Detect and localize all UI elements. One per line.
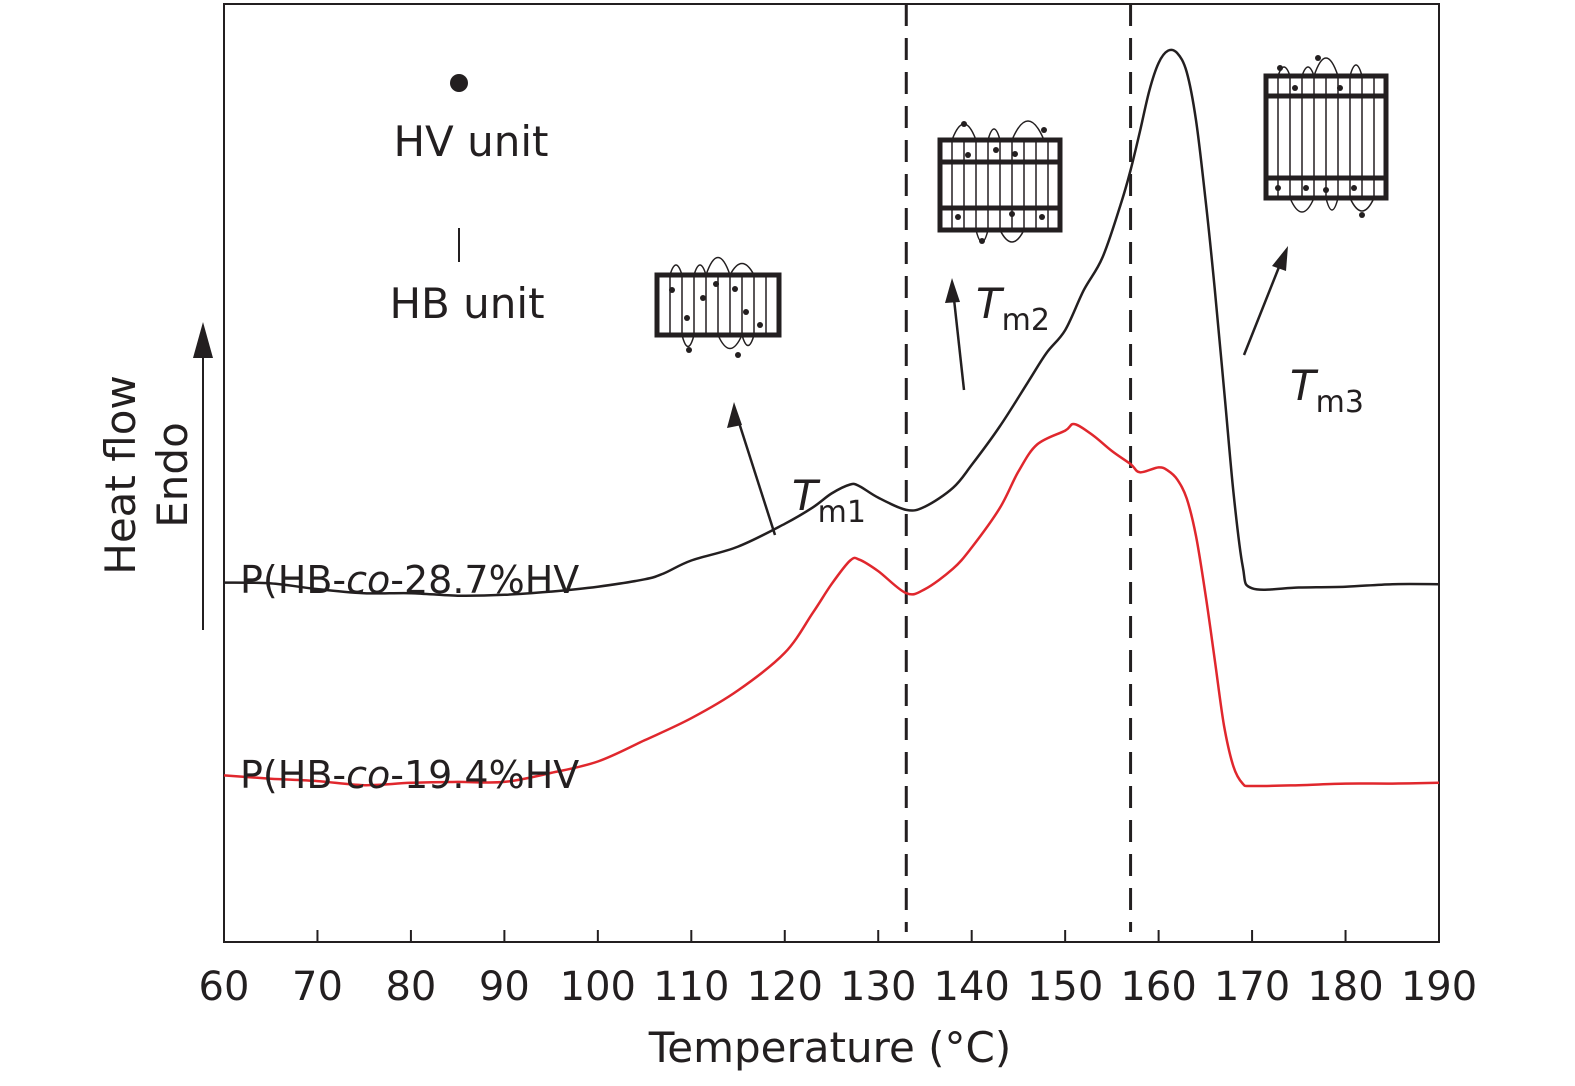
series-label-19-4: P(HB-co-19.4%HV bbox=[240, 753, 579, 797]
x-tick-label: 110 bbox=[653, 964, 729, 1010]
tm2-label: Tm2 bbox=[976, 279, 1050, 338]
x-tick-label: 130 bbox=[840, 964, 916, 1010]
hv-unit-dot-icon bbox=[450, 74, 468, 92]
series-label-28-7: P(HB-co-28.7%HV bbox=[240, 558, 579, 602]
series-label-19-4-italic: co bbox=[346, 753, 390, 797]
x-tick-label: 190 bbox=[1401, 964, 1477, 1010]
x-tick-label: 60 bbox=[199, 964, 250, 1010]
tm2-label-main: T bbox=[976, 279, 1005, 328]
crystal-schematic-1-icon bbox=[654, 256, 782, 358]
crystal-schematic-3-icon bbox=[1263, 55, 1389, 218]
y-axis-title-line1: Heat flow bbox=[96, 375, 145, 574]
tm1-arrow-icon bbox=[732, 406, 777, 536]
curve-19-4-hv bbox=[223, 422, 1440, 788]
series-label-19-4-prefix: P(HB- bbox=[240, 753, 346, 797]
series-label-28-7-suffix: -28.7%HV bbox=[390, 558, 579, 602]
curve-28-7-hv bbox=[223, 48, 1440, 597]
series-label-28-7-italic: co bbox=[346, 558, 390, 602]
x-tick-label: 120 bbox=[747, 964, 823, 1010]
tm3-arrowhead-icon bbox=[1272, 246, 1288, 271]
x-tick-label: 100 bbox=[560, 964, 636, 1010]
x-tick-label: 90 bbox=[479, 964, 530, 1010]
x-tick-label: 170 bbox=[1214, 964, 1290, 1010]
tm3-label-main: T bbox=[1290, 361, 1319, 410]
x-tick-label: 150 bbox=[1027, 964, 1103, 1010]
x-tick-label: 140 bbox=[934, 964, 1010, 1010]
tm1-arrowhead-icon bbox=[727, 402, 742, 428]
x-tick-label: 180 bbox=[1307, 964, 1383, 1010]
y-axis-arrow bbox=[193, 322, 213, 630]
tm1-label-main: T bbox=[792, 471, 821, 520]
tm1-label: Tm1 bbox=[792, 471, 866, 530]
crystal-schematic-2-icon bbox=[937, 120, 1063, 244]
tm3-label: Tm3 bbox=[1290, 361, 1364, 420]
y-axis-title: Heat flow Endo bbox=[96, 375, 197, 574]
tm3-arrow-icon bbox=[1242, 256, 1285, 356]
tm1-label-sub: m1 bbox=[818, 495, 866, 530]
dashed-vertical-lines bbox=[904, 4, 1133, 932]
x-axis-ticks: 60 70 80 90 100 110 120 130 140 150 160 170 180 190 bbox=[199, 930, 1477, 1010]
x-tick-label: 160 bbox=[1120, 964, 1196, 1010]
tm2-arrowhead-icon bbox=[945, 278, 960, 303]
tm2-label-sub: m2 bbox=[1002, 303, 1050, 338]
tm2-arrow-icon bbox=[951, 289, 966, 391]
y-axis-title-line2: Endo bbox=[148, 422, 197, 528]
hb-unit-label: HB unit bbox=[389, 279, 544, 328]
x-tick-label: 80 bbox=[385, 964, 436, 1010]
series-label-19-4-suffix: -19.4%HV bbox=[390, 753, 579, 797]
tm3-label-sub: m3 bbox=[1316, 385, 1364, 420]
x-tick-label: 70 bbox=[292, 964, 343, 1010]
plot-frame bbox=[223, 3, 1440, 943]
x-axis-title: Temperature (°C) bbox=[648, 1023, 1012, 1072]
hv-unit-label: HV unit bbox=[393, 117, 548, 166]
series-label-28-7-prefix: P(HB- bbox=[240, 558, 346, 602]
